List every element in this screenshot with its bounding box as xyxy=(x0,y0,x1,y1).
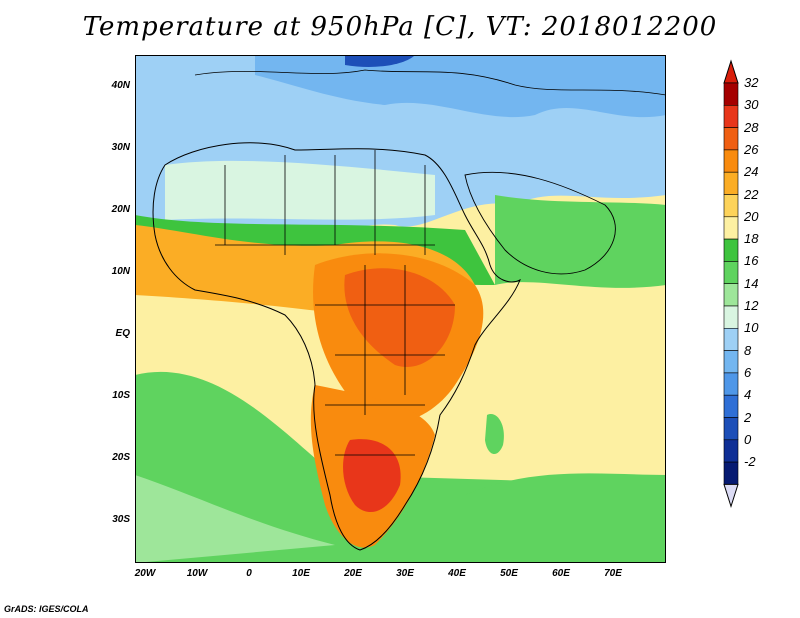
map-title: Temperature at 950hPa [C], VT: 201801220… xyxy=(82,12,718,42)
lon-label-60e: 60E xyxy=(552,568,570,579)
lat-label-20n: 20N xyxy=(111,204,130,215)
sahara-band xyxy=(165,160,435,220)
colorbar-swatch xyxy=(723,461,739,485)
africa-coastline xyxy=(152,142,521,551)
lon-label-70e: 70E xyxy=(604,568,622,579)
colorbar-swatch xyxy=(723,417,739,441)
colorbar-swatch xyxy=(723,194,739,218)
colorbar-label: 4 xyxy=(744,387,752,403)
colorbar-swatch xyxy=(723,127,739,151)
colorbar-swatch xyxy=(723,394,739,418)
colorbar-swatch xyxy=(723,350,739,374)
lon-label-10e: 10E xyxy=(292,568,310,579)
lon-label-20w: 20W xyxy=(134,568,156,579)
colorbar-swatch xyxy=(723,327,739,351)
arctic-cold xyxy=(345,55,415,67)
colorbar-label: 12 xyxy=(744,298,759,313)
europe-cold-zone xyxy=(255,55,666,118)
colorbar-label: 0 xyxy=(744,431,752,447)
lat-label-30s: 30S xyxy=(112,514,130,525)
colorbar-label: 26 xyxy=(744,141,759,157)
lat-label-10s: 10S xyxy=(112,390,130,401)
arabia-green xyxy=(495,195,666,288)
colorbar-label: -2 xyxy=(744,454,756,470)
colorbar-swatch xyxy=(723,171,739,195)
lat-label-eq: EQ xyxy=(115,328,130,339)
lon-label-30e: 30E xyxy=(396,568,414,579)
footer-credit: GrADS: IGES/COLA xyxy=(4,604,89,614)
central-core-hot xyxy=(344,268,455,367)
colorbar-swatch xyxy=(723,82,739,106)
lat-label-30n: 30N xyxy=(111,142,130,153)
colorbar-label: 22 xyxy=(744,186,759,202)
colorbar-swatch xyxy=(723,305,739,329)
lon-label-0: 0 xyxy=(246,568,252,579)
lon-label-40e: 40E xyxy=(448,568,466,579)
colorbar-swatch xyxy=(723,439,739,463)
europe-coastline xyxy=(194,69,666,96)
colorbar-label: 2 xyxy=(744,409,752,425)
colorbar-swatch xyxy=(723,216,739,240)
colorbar-swatch xyxy=(723,149,739,173)
southern-hot-core xyxy=(343,439,401,513)
colorbar-label: 14 xyxy=(744,275,759,291)
colorbar-swatch xyxy=(723,238,739,262)
madagascar xyxy=(485,414,504,455)
colorbar-bottom-arrow xyxy=(723,483,739,509)
country-borders xyxy=(215,150,455,456)
colorbar-label: 28 xyxy=(744,119,759,135)
lon-label-20e: 20E xyxy=(344,568,362,579)
lat-label-20s: 20S xyxy=(112,452,130,463)
colorbar-label: 6 xyxy=(744,364,752,380)
colorbar-label: 32 xyxy=(744,75,759,90)
map-frame xyxy=(135,55,666,563)
colorbar-swatch xyxy=(723,283,739,307)
colorbar-swatch xyxy=(723,261,739,284)
colorbar-label: 18 xyxy=(744,231,759,247)
lat-label-40n: 40N xyxy=(111,80,130,91)
colorbar-top-arrow xyxy=(723,59,739,84)
southern-ocean-light xyxy=(135,475,335,563)
lon-label-50e: 50E xyxy=(500,568,518,579)
colorbar-label: 20 xyxy=(744,208,759,224)
arabia-coastline xyxy=(464,171,616,275)
colorbar-label: 30 xyxy=(744,97,759,113)
colorbar-label: 10 xyxy=(744,320,759,336)
lat-label-10n: 10N xyxy=(111,266,130,277)
temperature-map xyxy=(135,55,666,563)
colorbar-swatch xyxy=(723,372,739,396)
colorbar-label: 16 xyxy=(744,253,759,269)
lon-label-10w: 10W xyxy=(186,568,208,579)
colorbar-swatch xyxy=(723,105,739,128)
south-east-green xyxy=(465,473,666,563)
colorbar-label: 24 xyxy=(744,164,759,180)
colorbar-label: 8 xyxy=(744,342,752,358)
